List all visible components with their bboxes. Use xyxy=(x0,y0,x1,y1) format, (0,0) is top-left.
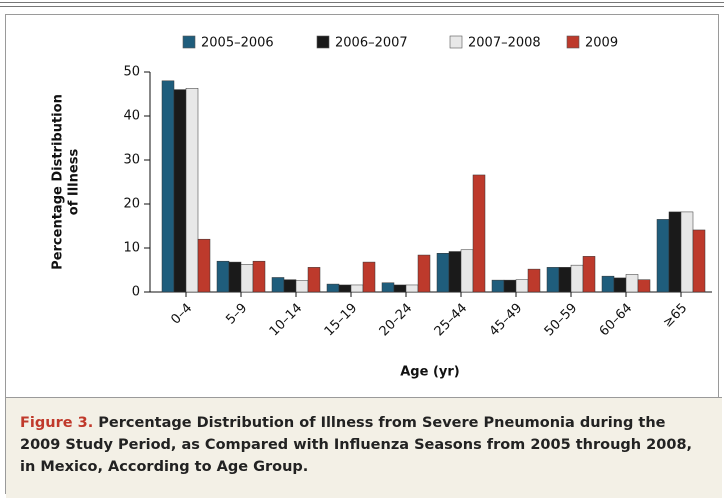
bar xyxy=(197,238,211,293)
y-axis-label: Percentage Distribution xyxy=(51,94,66,270)
caption-text: Percentage Distribution of Illness from … xyxy=(20,415,693,475)
x-tick-label: 20–24 xyxy=(377,301,416,340)
bar xyxy=(503,279,517,293)
bar xyxy=(515,279,529,293)
x-tick-label: 0–4 xyxy=(168,301,195,328)
bar xyxy=(417,254,431,293)
x-tick-label: 15–19 xyxy=(322,301,361,340)
legend-label: 2006–2007 xyxy=(335,36,408,51)
bar xyxy=(692,229,706,293)
bar xyxy=(283,279,297,293)
y-tick-label: 10 xyxy=(123,241,140,256)
bar xyxy=(527,268,541,293)
legend-label: 2007–2008 xyxy=(468,36,541,51)
top-rule xyxy=(0,2,724,7)
bar xyxy=(381,282,395,293)
x-tick-label: 25–44 xyxy=(432,301,471,340)
y-tick-label: 50 xyxy=(123,65,140,80)
bar xyxy=(271,277,285,293)
bar xyxy=(362,261,376,293)
bar xyxy=(185,88,199,293)
legend-swatch xyxy=(182,35,196,49)
bar xyxy=(625,274,639,293)
chart: Percentage Distribution of Illness Age (… xyxy=(51,35,712,380)
bar xyxy=(472,174,486,293)
bar xyxy=(680,211,694,293)
bar xyxy=(601,275,615,293)
bar xyxy=(558,267,572,293)
bar xyxy=(668,211,682,293)
bar xyxy=(307,267,321,293)
legend-swatch xyxy=(449,35,463,49)
bar xyxy=(252,260,266,293)
legend-swatch xyxy=(316,35,330,49)
x-tick-label: 10–14 xyxy=(267,301,306,340)
legend-label: 2009 xyxy=(585,36,618,51)
bar xyxy=(240,264,254,293)
bar xyxy=(491,279,505,293)
bar xyxy=(613,277,627,293)
bar xyxy=(570,264,584,293)
y-tick-label: 40 xyxy=(123,109,140,124)
bar xyxy=(228,261,242,293)
y-tick-label: 0 xyxy=(132,285,140,300)
legend-swatch xyxy=(566,35,580,49)
y-tick-label: 20 xyxy=(123,197,140,212)
legend-label: 2005–2006 xyxy=(201,36,274,51)
caption-label: Figure 3. xyxy=(20,415,94,431)
y-tick-label: 30 xyxy=(123,153,140,168)
bar xyxy=(393,284,407,293)
bar xyxy=(295,280,309,293)
bar xyxy=(436,253,450,293)
bar xyxy=(338,284,352,293)
bar xyxy=(656,219,670,293)
bar xyxy=(173,89,187,293)
x-tick-label: 5–9 xyxy=(223,301,250,328)
x-tick-label: 45–49 xyxy=(487,301,526,340)
bar xyxy=(161,80,175,293)
bar xyxy=(582,256,596,293)
bar xyxy=(350,284,364,293)
x-tick-label: 50–59 xyxy=(542,301,581,340)
bar xyxy=(546,267,560,293)
bar xyxy=(326,283,340,293)
bar xyxy=(637,279,651,293)
bar xyxy=(405,284,419,293)
caption: Figure 3. Percentage Distribution of Ill… xyxy=(6,397,722,498)
bar xyxy=(448,251,462,293)
x-tick-label: 60–64 xyxy=(597,301,636,340)
bar xyxy=(460,249,474,293)
x-axis-label: Age (yr) xyxy=(400,365,459,380)
y-axis-label: of Illness xyxy=(67,149,82,216)
x-tick-label: ≥65 xyxy=(660,301,690,331)
bar xyxy=(216,260,230,293)
